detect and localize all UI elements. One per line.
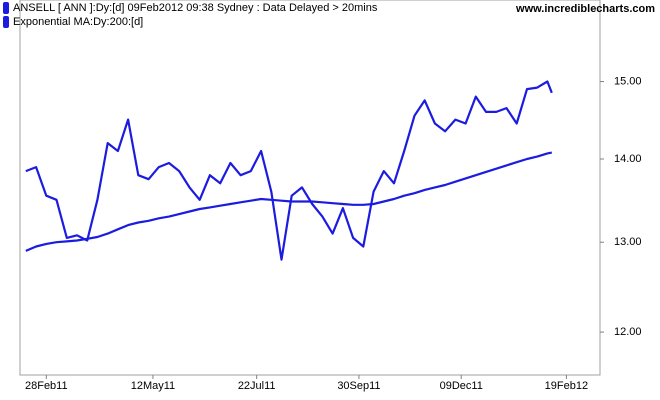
legend-label: ANSELL [ ANN ]:Dy:[d] 09Feb2012 09:38 Sy… (13, 2, 378, 14)
plot-area (19, 0, 601, 376)
legend-label: Exponential MA:Dy:200:[d] (13, 16, 143, 28)
x-tick-label: 28Feb11 (25, 380, 68, 392)
x-tick-label: 22Jul11 (238, 380, 276, 392)
y-tick-label: 13.00 (614, 236, 642, 248)
x-tick-label: 09Dec11 (440, 380, 483, 392)
series-line (25, 151, 552, 252)
y-tick-label: 15.00 (614, 75, 642, 87)
x-tick-label: 19Feb12 (545, 380, 588, 392)
x-tick-label: 12May11 (131, 380, 175, 392)
x-tick-label: 30Sep11 (337, 380, 380, 392)
legend-swatch (3, 2, 9, 14)
y-tick-label: 12.00 (614, 326, 642, 338)
y-tick-label: 14.00 (614, 153, 642, 165)
series-line (25, 80, 553, 261)
legend-swatch (3, 16, 9, 28)
watermark: www.incrediblecharts.com (515, 3, 655, 15)
